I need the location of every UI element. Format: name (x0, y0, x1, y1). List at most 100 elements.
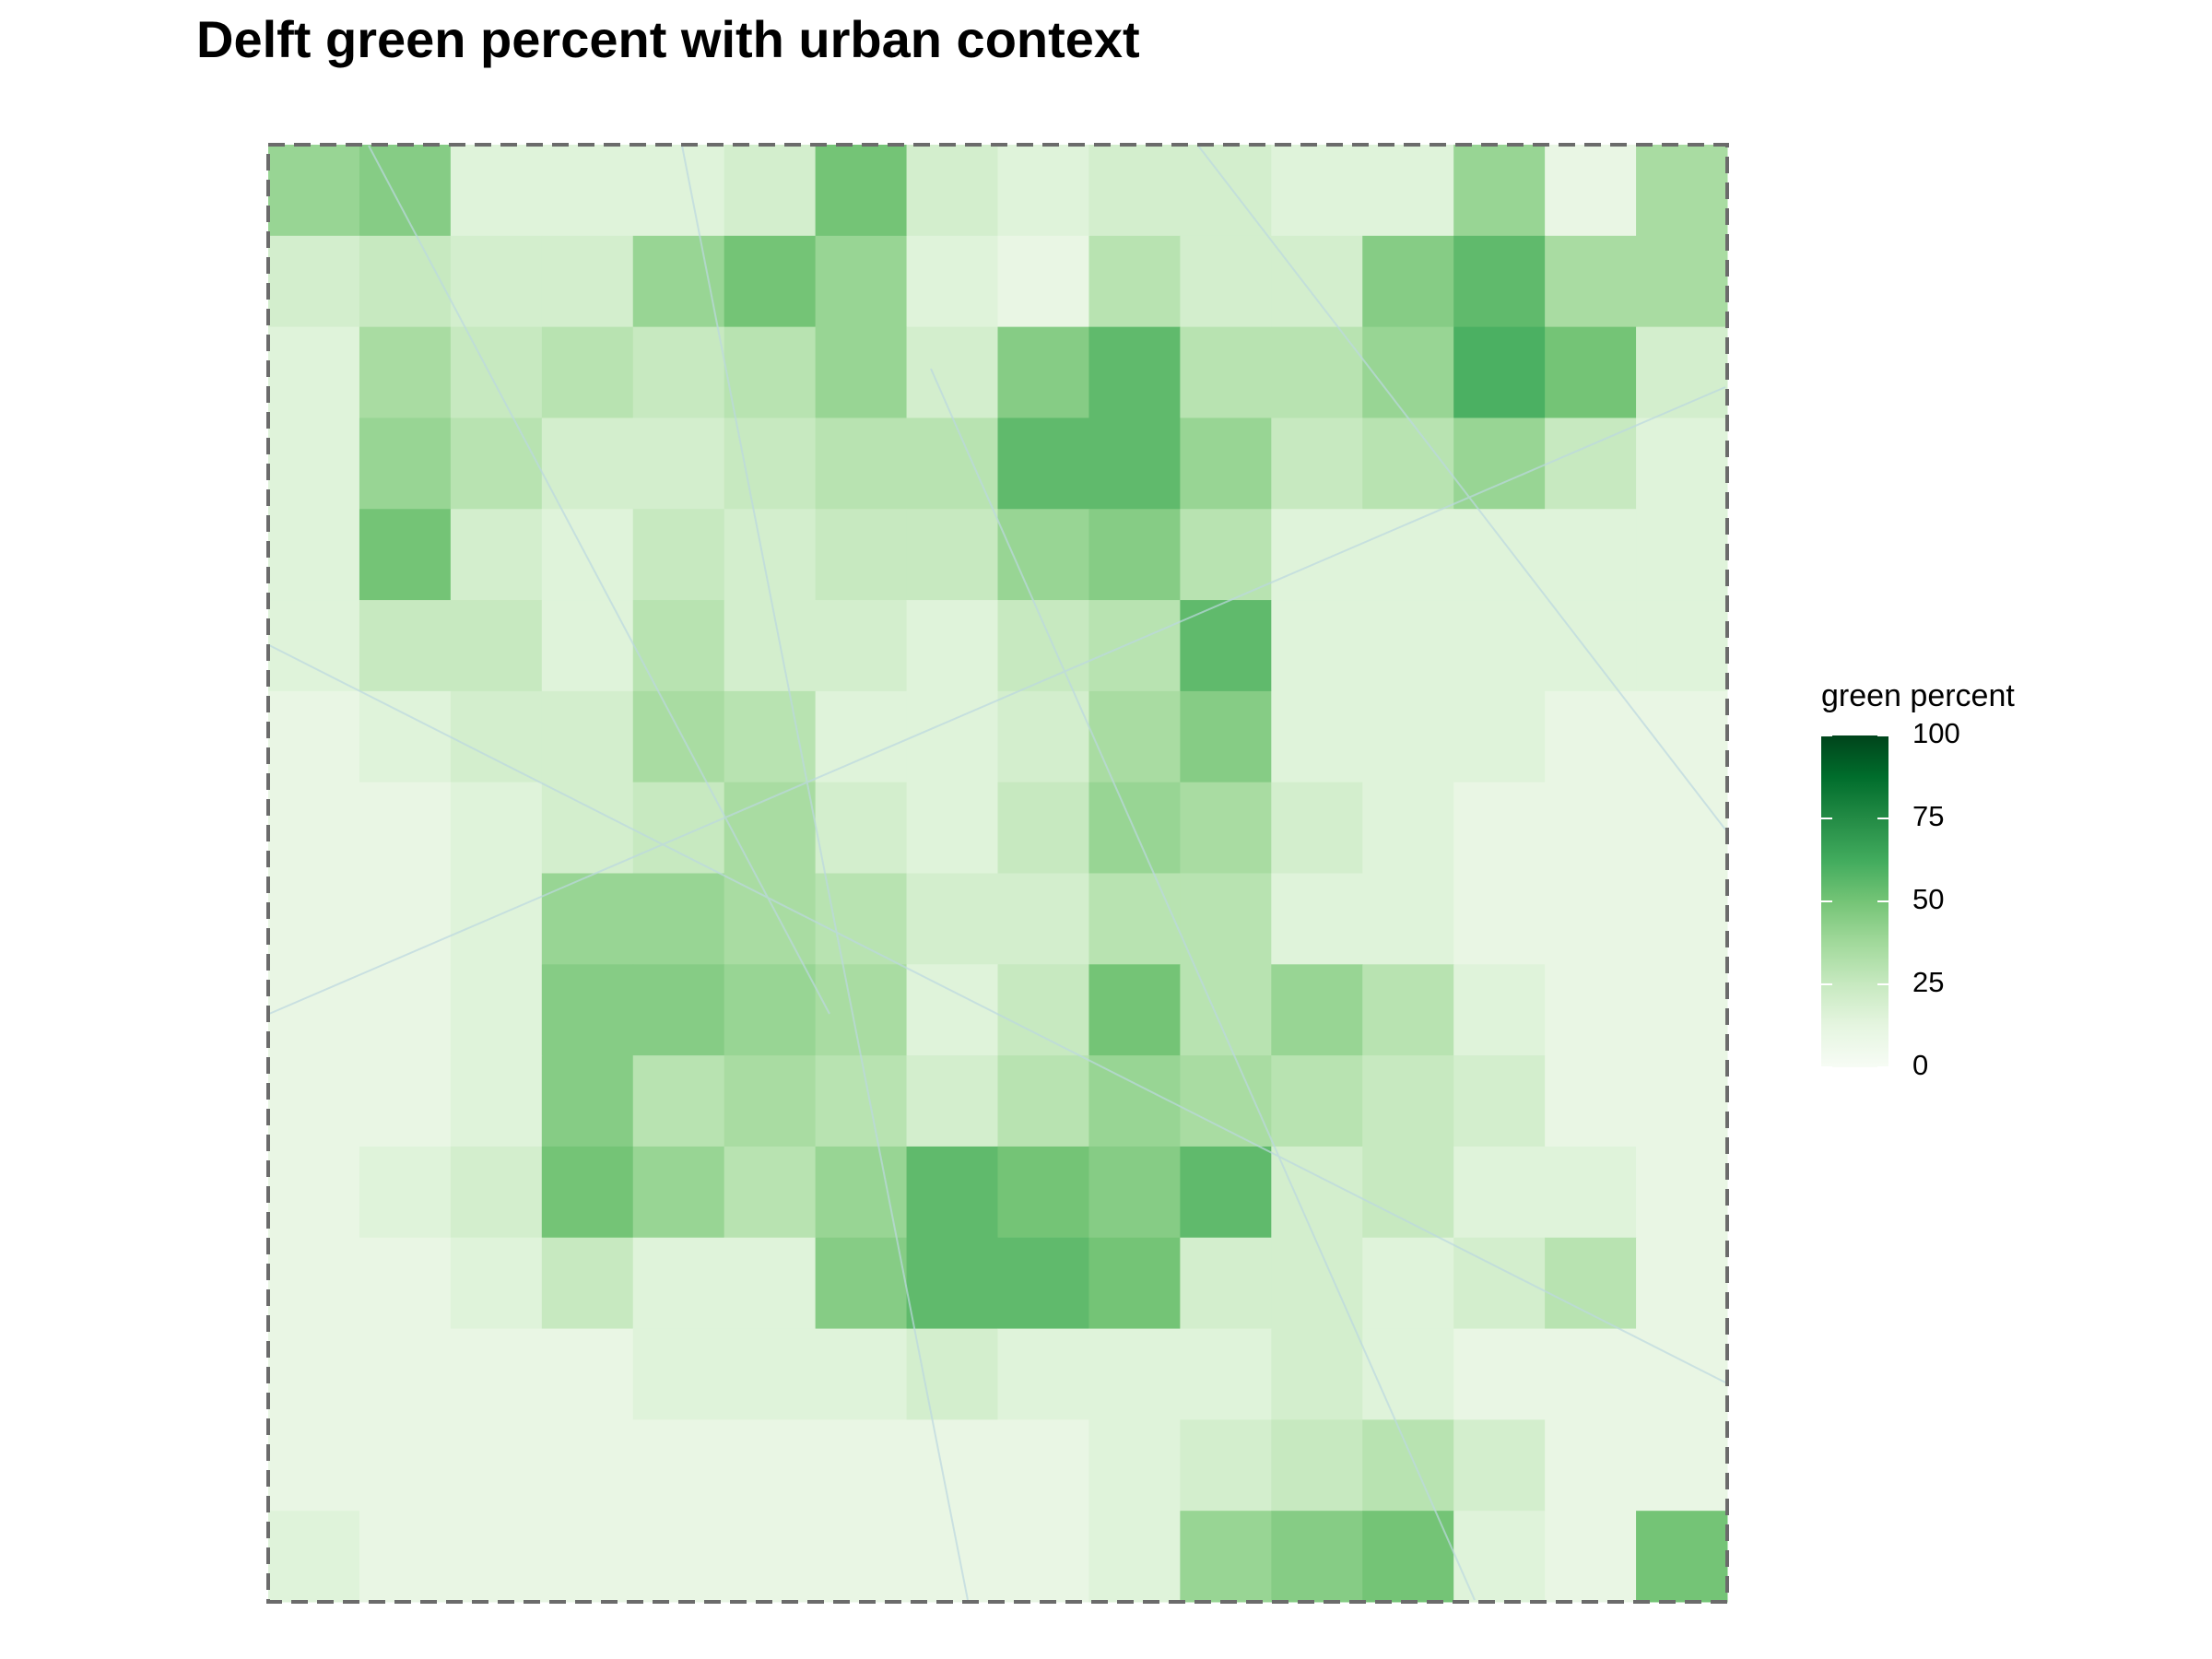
raster-cell (1545, 1328, 1637, 1420)
raster-cell (1362, 235, 1454, 328)
raster-cell (1362, 418, 1454, 510)
raster-cell (632, 600, 725, 692)
raster-cell (1271, 1511, 1363, 1603)
raster-cell (268, 326, 360, 418)
raster-cell (1362, 1146, 1454, 1239)
raster-cell (906, 1328, 998, 1420)
raster-cell (541, 1237, 634, 1330)
raster-cell (359, 1146, 452, 1239)
raster-cell (1362, 1055, 1454, 1147)
raster-cell (1453, 782, 1546, 874)
raster-cell (1180, 1055, 1272, 1147)
raster-cell (1453, 145, 1546, 237)
raster-cell (541, 145, 634, 237)
raster-cell (1088, 873, 1181, 965)
raster-cell (359, 873, 452, 965)
raster-cell (450, 782, 543, 874)
map-title: Delft green percent with urban context (196, 10, 1140, 68)
raster-cell (268, 964, 360, 1056)
raster-cell (997, 1237, 1089, 1330)
raster-cell (1180, 235, 1272, 328)
raster-cell (1636, 964, 1728, 1056)
raster-cell (632, 1511, 725, 1603)
raster-cell (450, 235, 543, 328)
raster-cell (632, 1146, 725, 1239)
raster-cell (1362, 145, 1454, 237)
raster-cell (1271, 964, 1363, 1056)
raster-cell (815, 1237, 908, 1330)
raster-cell (997, 873, 1089, 965)
raster-cell (450, 145, 543, 237)
raster-cell (724, 509, 817, 601)
raster-cell (1636, 1419, 1728, 1512)
raster-cell (906, 235, 998, 328)
raster-cell (724, 1328, 817, 1420)
raster-cell (268, 418, 360, 510)
raster-cell (268, 690, 360, 783)
raster-cell (1636, 1055, 1728, 1147)
raster-cell (1636, 326, 1728, 418)
raster-cell (815, 782, 908, 874)
raster-cell (268, 1328, 360, 1420)
raster-cell (1271, 873, 1363, 965)
raster-cell (632, 145, 725, 237)
raster-cell (268, 235, 360, 328)
raster-cell (1088, 1055, 1181, 1147)
raster-cell (359, 235, 452, 328)
raster-cell (541, 1419, 634, 1512)
raster-cell (450, 418, 543, 510)
map-frame (266, 143, 1729, 1604)
raster-cell (1362, 782, 1454, 874)
raster-cell (906, 418, 998, 510)
raster-cell (1180, 509, 1272, 601)
raster-cell (450, 1419, 543, 1512)
raster (268, 145, 1728, 1603)
raster-cell (541, 600, 634, 692)
raster-cell (1453, 418, 1546, 510)
raster-cell (632, 1328, 725, 1420)
raster-cell (359, 782, 452, 874)
raster-cell (815, 1146, 908, 1239)
raster-cell (1545, 1055, 1637, 1147)
raster-cell (632, 1419, 725, 1512)
raster-cell (724, 600, 817, 692)
raster-cell (450, 873, 543, 965)
raster-cell (906, 964, 998, 1056)
raster-cell (724, 782, 817, 874)
raster-cell (1180, 326, 1272, 418)
raster-cell (1271, 145, 1363, 237)
colorbar (1821, 735, 1888, 1067)
raster-cell (1271, 326, 1363, 418)
raster-cell (1636, 509, 1728, 601)
raster-cell (268, 1055, 360, 1147)
raster-cell (906, 145, 998, 237)
raster-cell (1362, 1419, 1454, 1512)
raster-cell (815, 964, 908, 1056)
raster-cell (906, 873, 998, 965)
raster-cell (541, 1146, 634, 1239)
raster-cell (1088, 1511, 1181, 1603)
raster-cell (1453, 1511, 1546, 1603)
raster-cell (1362, 1237, 1454, 1330)
raster-cell (1453, 509, 1546, 601)
raster-cell (541, 326, 634, 418)
raster-cell (541, 964, 634, 1056)
raster-cell (1362, 873, 1454, 965)
raster-cell (724, 326, 817, 418)
raster-cell (450, 1511, 543, 1603)
raster-cell (268, 782, 360, 874)
raster-cell (1180, 1146, 1272, 1239)
raster-cell (1453, 964, 1546, 1056)
raster-cell (815, 235, 908, 328)
raster-cell (997, 690, 1089, 783)
raster-cell (1088, 509, 1181, 601)
raster-cell (1636, 418, 1728, 510)
raster-cell (1545, 873, 1637, 965)
raster-cell (815, 873, 908, 965)
raster-cell (724, 1237, 817, 1330)
raster-cell (450, 1237, 543, 1330)
raster-cell (450, 1146, 543, 1239)
raster-cell (1180, 782, 1272, 874)
raster-cell (1180, 418, 1272, 510)
